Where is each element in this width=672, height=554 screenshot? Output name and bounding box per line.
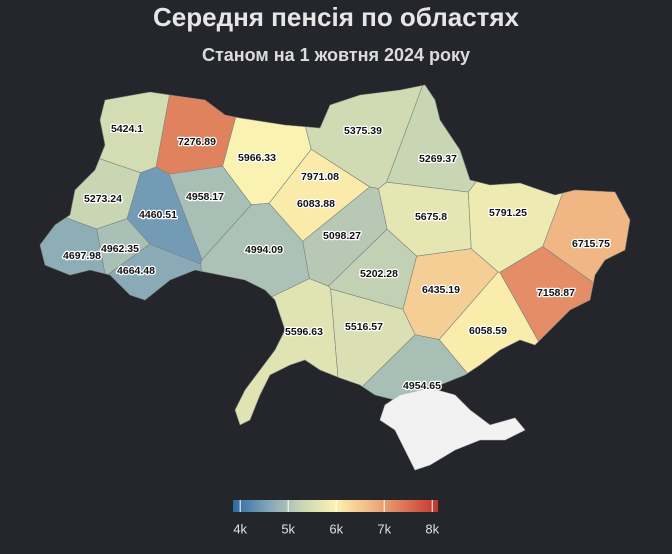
value-label: 6715.75 bbox=[572, 238, 610, 250]
value-label: 7971.08 bbox=[301, 171, 339, 183]
value-labels: 5424.1 7276.89 5966.33 5375.39 5269.37 7971.0… bbox=[62, 121, 612, 393]
colorbar-ticks: 4k 5k 6k 7k 8k bbox=[233, 500, 440, 536]
value-label: 4460.51 bbox=[139, 209, 177, 221]
region bbox=[438, 271, 539, 374]
value-label: 5791.25 bbox=[489, 207, 527, 219]
value-label: 4664.48 bbox=[117, 265, 155, 277]
colorbar-tick-label: 8k bbox=[425, 521, 439, 536]
value-label: 5424.1 bbox=[111, 123, 143, 135]
value-label: 7158.87 bbox=[537, 287, 575, 299]
value-label: 6435.19 bbox=[422, 284, 460, 296]
region bbox=[234, 278, 339, 426]
value-label: 5516.57 bbox=[345, 321, 383, 333]
value-label: 7276.89 bbox=[178, 136, 216, 148]
value-label: 5273.24 bbox=[84, 193, 122, 205]
chart-subtitle: Станом на 1 жовтня 2024 року bbox=[202, 45, 470, 65]
value-label: 4954.65 bbox=[403, 380, 441, 392]
colorbar-tick-label: 7k bbox=[377, 521, 391, 536]
region bbox=[39, 217, 106, 276]
region bbox=[361, 334, 468, 401]
value-label: 5596.63 bbox=[285, 326, 323, 338]
colorbar-tick-label: 6k bbox=[329, 521, 343, 536]
region bbox=[330, 288, 416, 387]
value-label: 5375.39 bbox=[344, 125, 382, 137]
region bbox=[499, 246, 594, 343]
value-label: 4962.35 bbox=[101, 243, 139, 255]
colorbar-tick-label: 5k bbox=[281, 521, 295, 536]
value-label: 6083.88 bbox=[297, 198, 335, 210]
region bbox=[107, 243, 203, 301]
value-label: 4958.17 bbox=[186, 191, 224, 203]
value-label: 5269.37 bbox=[419, 153, 457, 165]
no-data-region bbox=[379, 387, 526, 471]
value-label: 5202.28 bbox=[360, 268, 398, 280]
value-label: 5098.27 bbox=[323, 230, 361, 242]
value-label: 5966.33 bbox=[238, 152, 276, 164]
colorbar bbox=[233, 500, 438, 512]
chart-title: Середня пенсія по областях bbox=[153, 2, 520, 32]
value-label: 4994.09 bbox=[245, 244, 283, 256]
value-label: 4697.98 bbox=[63, 250, 101, 262]
regions bbox=[39, 84, 631, 426]
value-label: 6058.59 bbox=[469, 325, 507, 337]
value-label: 5675.8 bbox=[415, 211, 447, 223]
colorbar-tick-label: 4k bbox=[233, 521, 247, 536]
